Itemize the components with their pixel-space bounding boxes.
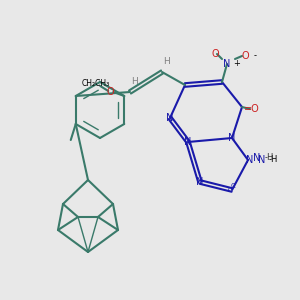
Text: CH₂CH₃: CH₂CH₃	[82, 80, 110, 88]
Text: O: O	[106, 87, 114, 97]
Text: N: N	[228, 133, 236, 143]
Text: O: O	[241, 51, 249, 61]
Text: N: N	[258, 155, 266, 165]
Text: +: +	[234, 59, 240, 68]
Text: -: -	[254, 52, 256, 61]
Text: O: O	[211, 49, 219, 59]
Text: N: N	[253, 153, 260, 163]
Text: H: H	[164, 58, 170, 67]
Text: N: N	[246, 155, 254, 165]
Text: N: N	[196, 177, 204, 187]
Text: C: C	[228, 187, 232, 193]
Text: H: H	[132, 77, 138, 86]
Text: N: N	[223, 59, 231, 69]
Text: N: N	[166, 113, 174, 123]
Text: -H: -H	[265, 154, 274, 163]
Text: -H: -H	[268, 155, 278, 164]
Text: C: C	[231, 183, 236, 189]
Text: =O: =O	[244, 104, 260, 114]
Text: N: N	[184, 137, 192, 147]
